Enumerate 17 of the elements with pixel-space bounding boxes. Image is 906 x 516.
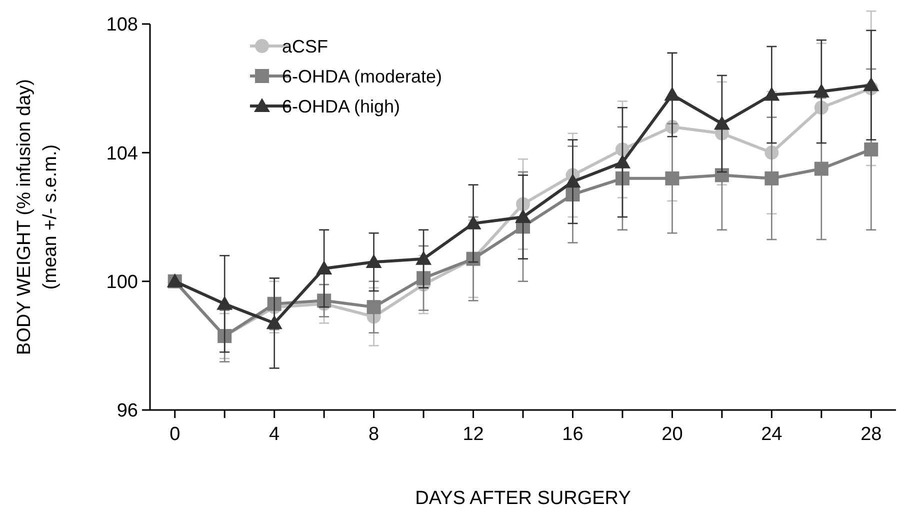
x-axis-title: DAYS AFTER SURGERY (415, 488, 632, 509)
y-tick-label: 104 (106, 143, 138, 164)
legend-label: aCSF (282, 36, 328, 56)
y-axis-title: BODY WEIGHT (% infusion day) (mean +/- s.e.m.) (14, 79, 61, 355)
x-tick-label: 28 (860, 424, 882, 445)
y-tick-label: 108 (106, 14, 138, 36)
x-tick-label: 24 (761, 424, 783, 445)
x-tick-label: 8 (368, 424, 380, 445)
x-tick-label: 16 (562, 424, 584, 445)
legend-label: 6-OHDA (high) (282, 96, 400, 116)
x-tick-label: 4 (269, 424, 280, 445)
x-tick-label: 12 (462, 424, 484, 445)
legend-label: 6-OHDA (moderate) (282, 66, 442, 86)
x-tick-label: 20 (662, 424, 683, 445)
y-tick-label: 100 (106, 272, 138, 293)
x-tick-label: 0 (170, 424, 180, 445)
y-tick-label: 96 (116, 400, 138, 422)
